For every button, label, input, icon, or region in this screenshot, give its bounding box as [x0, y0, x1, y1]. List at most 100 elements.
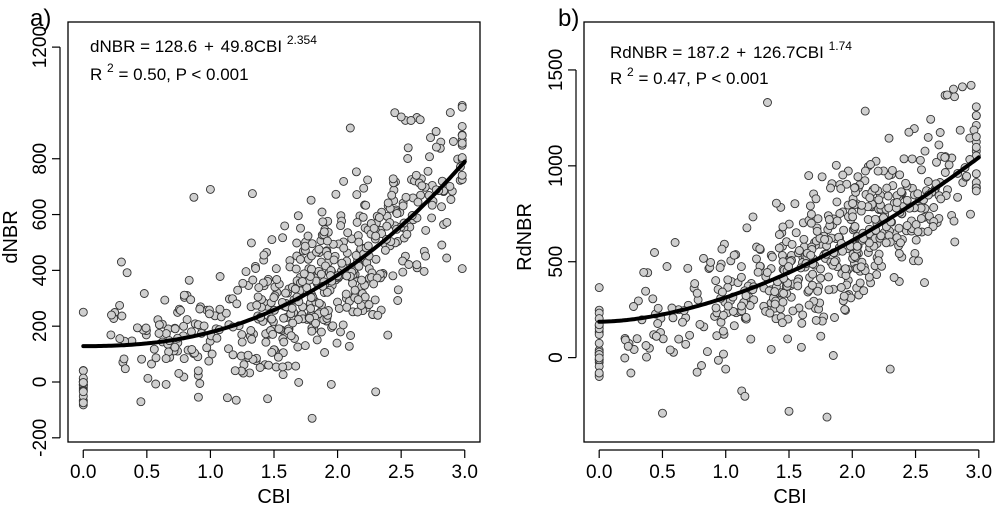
panel-b-point — [830, 257, 839, 267]
panel-a-point — [412, 260, 422, 270]
panel-b-point — [836, 283, 846, 292]
panel-a-point — [296, 223, 305, 233]
panel-b-point — [719, 349, 728, 359]
panel-a-point — [319, 227, 329, 237]
panel-b-point — [736, 262, 746, 272]
panel-a-eq-exponent: 2.354 — [287, 33, 317, 47]
panel-b-equation: RdNBR = 187.2 + 126.7CBI 1.74 — [610, 39, 852, 62]
panel-b-point — [850, 252, 860, 261]
panel-a-point — [342, 271, 352, 281]
panel-b-point — [873, 256, 883, 266]
panel-b-point — [729, 250, 739, 260]
panel-b-point — [784, 406, 794, 416]
panel-b-point — [855, 278, 865, 288]
panel-b-point — [957, 82, 967, 92]
panel-b-point — [594, 338, 604, 348]
panel-a-point — [364, 300, 374, 310]
panel-a-point — [291, 361, 301, 371]
panel-a-point — [238, 278, 248, 288]
panel-b-point — [895, 170, 905, 180]
panel-b-r: R — [610, 69, 622, 88]
panel-a-point — [179, 354, 189, 364]
panel-a-point — [230, 366, 240, 376]
panel-b-point — [712, 331, 722, 341]
panel-a-point — [403, 143, 413, 153]
panel-a-point — [161, 354, 171, 364]
panel-b-point — [711, 276, 721, 286]
panel-b-point — [923, 177, 933, 186]
panel-b-label: b) — [558, 5, 579, 32]
panel-b-point — [826, 183, 835, 193]
panel-b-point — [790, 199, 800, 209]
panel-b-point — [777, 318, 787, 328]
panel-b-point — [816, 264, 825, 274]
panel-b-point — [824, 285, 834, 295]
panel-b-point — [594, 368, 604, 378]
panel-b-point — [723, 275, 733, 285]
panel-b-point — [723, 301, 733, 311]
panel-b-point — [632, 334, 642, 344]
panel-a-point — [151, 353, 161, 363]
panel-b-point — [850, 222, 860, 231]
panel-a-point — [141, 323, 151, 333]
panel-a-point — [345, 123, 355, 133]
panel-b-point — [706, 257, 716, 267]
panel-b-point — [920, 146, 930, 156]
panel-b-point — [953, 192, 963, 202]
panel-b-point — [824, 272, 833, 282]
panel-b-point — [799, 234, 809, 244]
panel-a-point — [306, 304, 316, 314]
panel-a-point — [457, 264, 467, 274]
panel-b-point — [718, 326, 728, 336]
panel-b-point — [944, 160, 954, 170]
panel-a-point — [336, 221, 346, 231]
panel-a-point — [370, 295, 380, 305]
panel-a-point — [448, 137, 458, 146]
panel-a-point — [346, 331, 356, 340]
panel-b-point — [794, 246, 804, 255]
panel-a-point — [300, 241, 310, 251]
panel-a-point — [317, 207, 327, 217]
panel-a-x-tick-label: 0.5 — [134, 462, 160, 483]
panel-a-stats: R 2 = 0.50, P < 0.001 — [90, 57, 249, 84]
panel-a-point — [332, 338, 342, 348]
panel-a-point — [419, 266, 429, 276]
panel-b-point — [808, 269, 818, 279]
panel-b-point — [920, 278, 929, 288]
panel-a-y-label: dNBR — [0, 210, 22, 263]
panel-b-point — [741, 312, 751, 322]
panel-b-point — [715, 263, 725, 273]
panel-b-point — [740, 391, 750, 401]
panel-b-point — [658, 408, 667, 418]
panel-a-point — [193, 392, 203, 402]
panel-b-point — [752, 254, 761, 264]
panel-b-x-tick-label: 3.0 — [966, 462, 992, 483]
panel-b-point — [642, 352, 651, 362]
panel-b-point — [940, 168, 950, 177]
panel-b-point — [668, 313, 678, 323]
panel-a-x-tick-label: 0.0 — [70, 462, 96, 483]
panel-a-point — [352, 217, 362, 227]
panel-b-point — [674, 334, 684, 344]
panel-b-point — [791, 228, 801, 238]
panel-b-point — [872, 270, 882, 280]
panel-a-y-tick-label: 400 — [30, 255, 51, 287]
panel-b-point — [678, 317, 687, 327]
panel-b-point — [817, 172, 827, 182]
panel-a-point — [107, 310, 116, 320]
panel-b-point — [805, 201, 815, 211]
panel-b-point — [763, 98, 772, 107]
panel-a-point — [390, 108, 400, 118]
panel-b-point — [940, 152, 950, 162]
panel-b-point — [728, 306, 738, 316]
panel-a-point — [411, 170, 421, 180]
panel-b-point — [848, 199, 858, 208]
panel-a-point — [383, 330, 393, 340]
panel-b-point — [729, 321, 739, 331]
panel-b-point — [950, 237, 960, 247]
panel-b-stats-text: = 0.47, P < 0.001 — [638, 69, 768, 88]
panel-a-points — [78, 100, 467, 423]
panel-b-point — [916, 214, 926, 223]
panel-a-point — [442, 217, 452, 227]
panel-b-point — [883, 191, 893, 201]
